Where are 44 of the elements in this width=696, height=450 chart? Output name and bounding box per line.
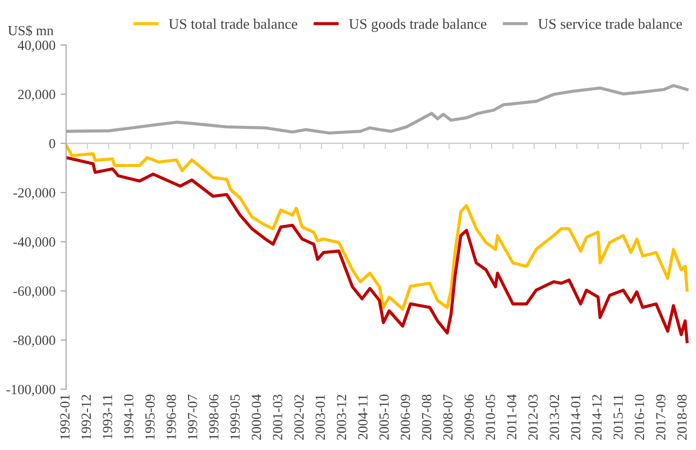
x-tick-label: 2014-12 xyxy=(592,394,602,440)
x-tick-label: 1992-01 xyxy=(60,394,70,440)
x-tick-label: 1998-06 xyxy=(209,394,219,440)
x-tick-label: 2016-10 xyxy=(634,394,644,440)
x-tick-label: 2006-09 xyxy=(400,394,410,440)
legend-label: US goods trade balance xyxy=(349,18,486,32)
x-tick-label: 1994-10 xyxy=(124,394,134,440)
y-tick-label: -100,000 xyxy=(6,384,56,396)
x-tick-label: 1992-12 xyxy=(82,394,91,440)
legend-label: US total trade balance xyxy=(168,18,298,29)
x-tick-label: 1995-09 xyxy=(145,394,155,440)
x-tick-label: 1993-11 xyxy=(102,394,112,439)
x-tick-label: 2012-03 xyxy=(528,394,538,440)
x-tick-label: 1999-05 xyxy=(230,394,240,440)
y-tick-label: 20,000 xyxy=(18,90,56,102)
y-tick-label: 0 xyxy=(49,138,56,148)
x-tick-label: 2007-08 xyxy=(422,394,432,440)
y-axis-title: US$ mn xyxy=(8,25,54,36)
y-tick-label: -40,000 xyxy=(13,237,56,249)
x-tick-label: 2017-09 xyxy=(656,394,666,440)
line-series xyxy=(66,156,689,344)
y-tick-label: -60,000 xyxy=(13,286,56,298)
x-tick-label: 2018-08 xyxy=(677,394,687,440)
x-tick-label: 2014-01 xyxy=(570,394,580,440)
y-tick-label: -20,000 xyxy=(13,188,56,200)
x-tick-label: 2013-02 xyxy=(550,394,560,440)
x-tick-label: 2001-03 xyxy=(272,394,282,440)
x-tick-label: 2009-06 xyxy=(464,394,474,440)
x-tick-label: 1996-08 xyxy=(166,394,176,440)
x-tick-label: 2010-05 xyxy=(486,394,496,440)
legend-label: US service trade balance xyxy=(538,18,682,29)
x-tick-label: 1997-07 xyxy=(188,394,198,440)
x-tick-label: 2004-11 xyxy=(358,394,368,440)
x-tick-label: 2005-10 xyxy=(379,394,389,440)
x-tick-label: 2008-07 xyxy=(443,394,453,440)
y-tick-label: 40,000 xyxy=(18,40,56,52)
line-series xyxy=(66,144,689,311)
x-tick-label: 2015-11 xyxy=(613,394,623,440)
y-tick-label: -80,000 xyxy=(13,336,56,348)
x-tick-label: 2011-04 xyxy=(507,394,516,440)
x-tick-label: 2003-12 xyxy=(336,394,346,440)
x-tick-label: 2002-02 xyxy=(294,394,304,440)
x-tick-label: 2000-04 xyxy=(252,394,262,440)
x-tick-label: 2003-01 xyxy=(316,394,325,440)
